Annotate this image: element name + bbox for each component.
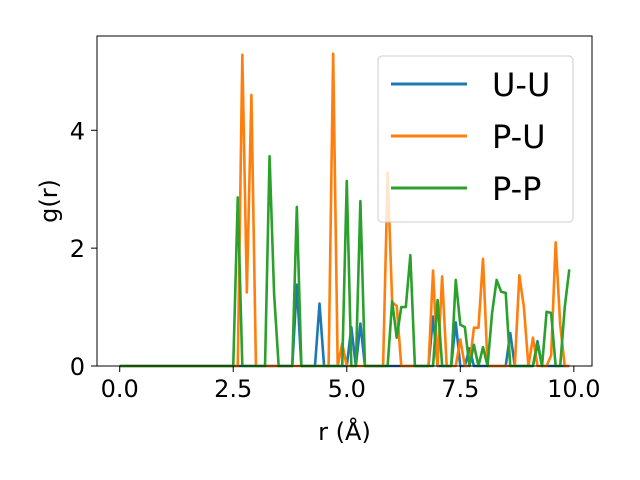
x-tick-label: 10.0 [547, 375, 600, 403]
legend-label-p-u: P-U [492, 118, 546, 156]
x-tick-label: 5.0 [328, 375, 366, 403]
y-ticks: 0 2 4 [70, 117, 97, 381]
axes-frame [96, 35, 593, 367]
y-tick-label: 4 [70, 117, 85, 145]
x-axis-label: r (Å) [318, 417, 371, 446]
x-tick-label: 2.5 [214, 375, 252, 403]
y-tick-label: 2 [70, 235, 85, 263]
x-tick-label: 7.5 [441, 375, 479, 403]
y-tick-label: 0 [70, 353, 85, 381]
legend-label-p-p: P-P [492, 170, 541, 208]
legend-box [377, 55, 574, 223]
x-ticks: 0.0 2.5 5.0 7.5 10.0 [101, 366, 601, 403]
x-tick-label: 0.0 [101, 375, 139, 403]
legend: U-U P-U P-P [377, 55, 574, 223]
legend-label-u-u: U-U [492, 66, 550, 104]
y-axis-label: g(r) [35, 179, 63, 223]
